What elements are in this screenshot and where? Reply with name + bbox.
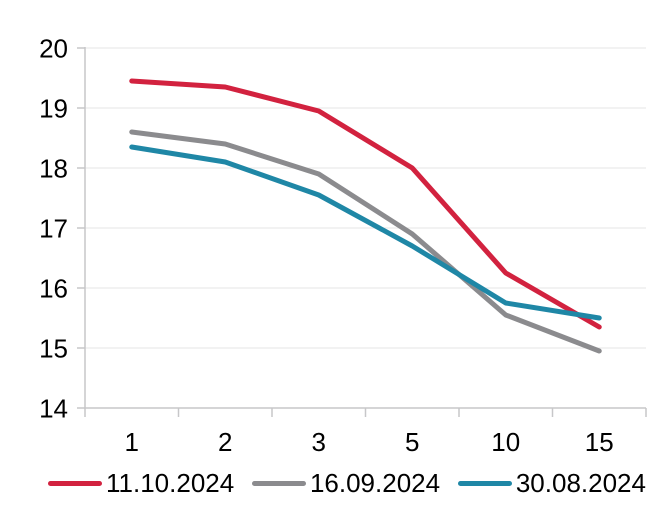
x-axis-label: 3	[312, 427, 326, 457]
legend-item-series-2: 16.09.2024	[251, 468, 441, 498]
x-axis-label: 10	[491, 427, 520, 457]
y-axis-label: 15	[39, 334, 68, 364]
legend-line-swatch-blue	[457, 480, 512, 486]
legend-line-swatch-gray	[251, 480, 306, 486]
y-axis-label: 16	[39, 274, 68, 304]
plot-area: 20 19 18 17 16 15 14 1 2 3 5 10 15	[39, 34, 647, 457]
y-axis-label: 14	[39, 394, 68, 424]
series-line-30.08.2024	[129, 144, 602, 321]
x-axis-label: 5	[405, 427, 419, 457]
chart-legend: 11.10.2024 16.09.2024 30.08.2024	[48, 470, 646, 496]
y-axis-label: 19	[39, 94, 68, 124]
y-axis-label: 17	[39, 214, 68, 244]
series-line-16.09.2024	[129, 129, 602, 354]
series-line-11.10.2024	[129, 78, 602, 330]
x-axis-label: 1	[125, 427, 139, 457]
legend-item-series-1: 11.10.2024	[48, 470, 234, 496]
x-axis-label: 15	[585, 427, 614, 457]
x-axis-label: 2	[218, 427, 232, 457]
legend-item-series-3: 30.08.2024	[457, 468, 646, 498]
legend-label: 16.09.2024	[309, 468, 441, 498]
y-axis-label: 20	[39, 34, 68, 64]
legend-label: 30.08.2024	[515, 468, 646, 498]
legend-line-swatch-red	[48, 480, 102, 486]
legend-label: 11.10.2024	[106, 468, 235, 498]
y-axis-label: 18	[39, 154, 68, 184]
